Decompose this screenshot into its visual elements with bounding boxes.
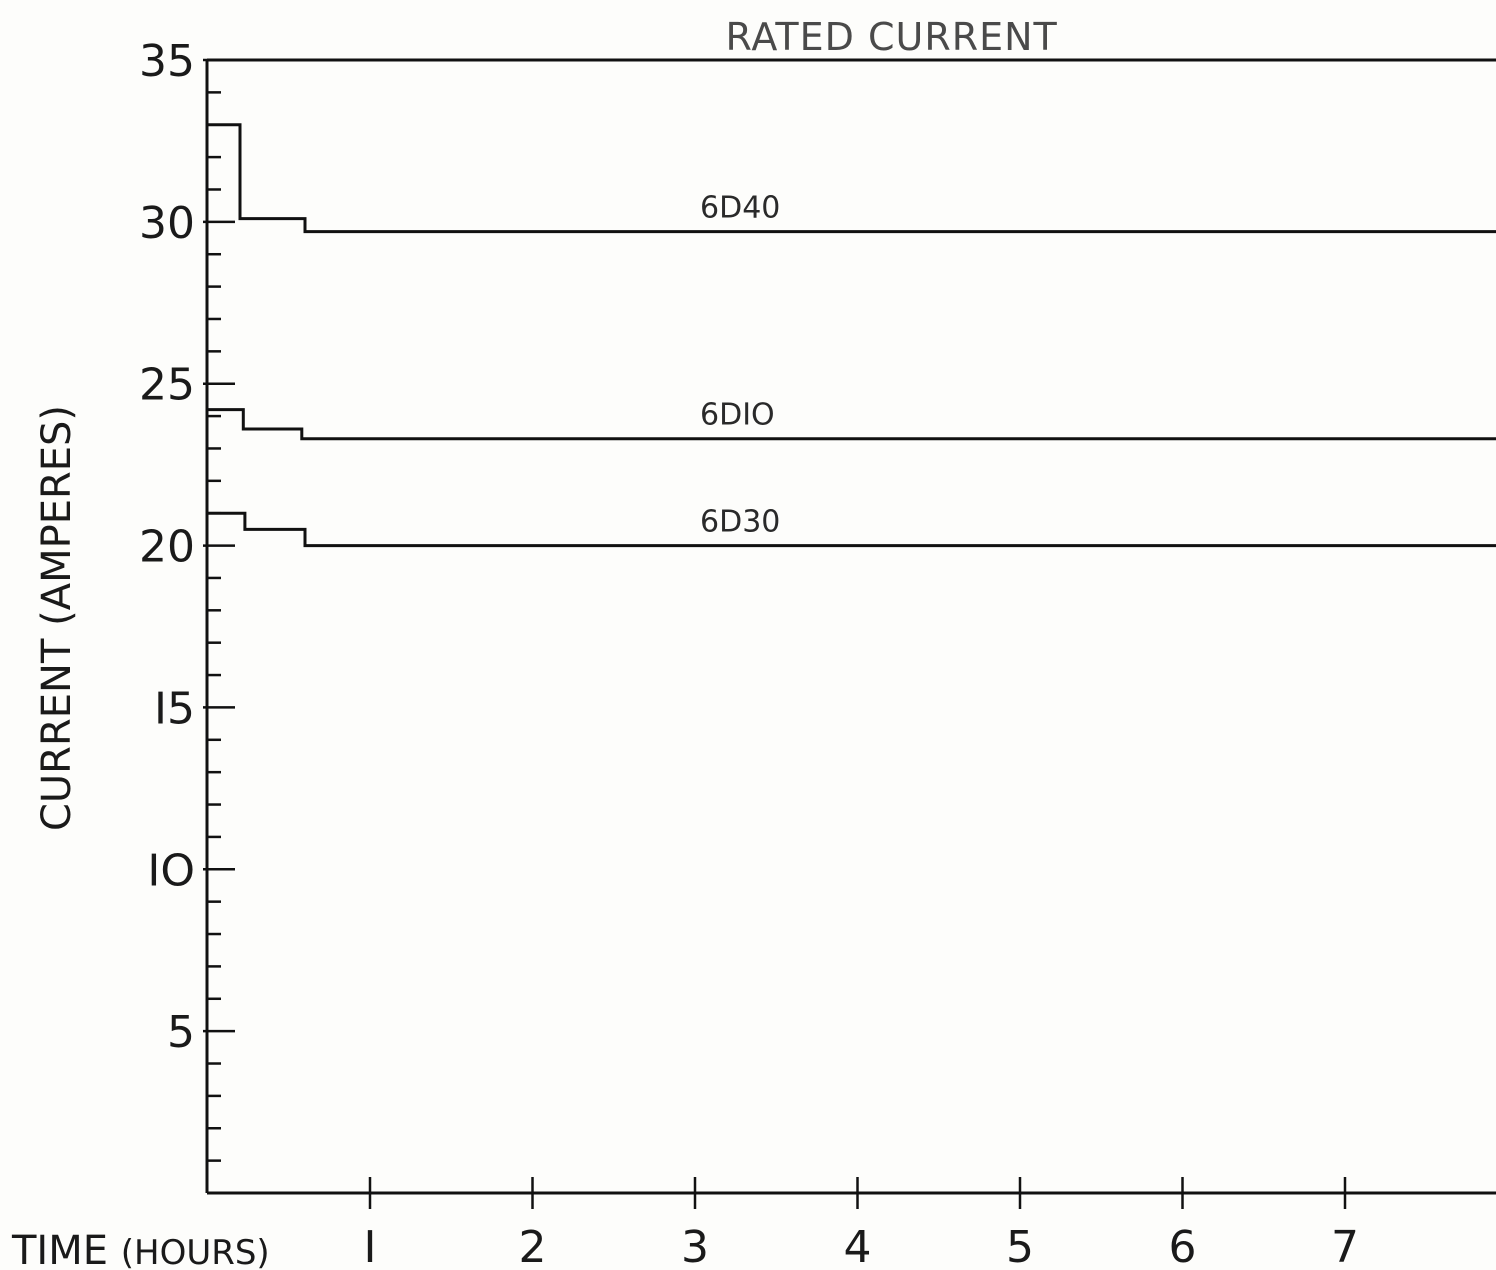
x-tick-label: 5 xyxy=(1006,1222,1034,1270)
y-tick-label: IO xyxy=(147,845,195,896)
x-tick-label: 7 xyxy=(1331,1222,1359,1270)
series-layer xyxy=(207,58,1496,548)
x-axis-title-unit: (HOURS) xyxy=(121,1233,270,1270)
x-tick-label: I xyxy=(364,1222,377,1270)
series-label-6d40: 6D40 xyxy=(700,191,780,226)
y-tick-label: 25 xyxy=(139,360,195,411)
rated-current-label: RATED CURRENT xyxy=(726,15,1058,59)
labels-layer: 5 IO I5 20 25 30 35 I 2 3 4 5 6 7 TIME (HOURS) CURRENT … xyxy=(11,15,1359,1270)
x-tick-label: 4 xyxy=(844,1222,872,1270)
y-tick-label: I5 xyxy=(154,683,195,734)
x-axis-title-main: TIME xyxy=(11,1228,121,1270)
series-line-6d40 xyxy=(207,123,1496,234)
y-tick-label: 35 xyxy=(139,36,195,87)
x-tick-label: 3 xyxy=(681,1222,709,1270)
series-line-6d30 xyxy=(207,511,1496,548)
series-line-6dio xyxy=(207,408,1496,441)
x-axis-title: TIME (HOURS) xyxy=(11,1228,270,1270)
x-tick-label: 2 xyxy=(519,1222,547,1270)
y-axis-title: CURRENT (AMPERES) xyxy=(34,405,80,831)
series-label-6dio: 6DIO xyxy=(700,398,775,433)
x-tick-label: 6 xyxy=(1169,1222,1197,1270)
y-tick-label: 5 xyxy=(167,1007,195,1058)
axes-layer xyxy=(203,58,1496,1209)
y-tick-label: 30 xyxy=(139,198,195,249)
y-tick-label: 20 xyxy=(139,522,195,573)
series-label-6d30: 6D30 xyxy=(700,505,780,540)
